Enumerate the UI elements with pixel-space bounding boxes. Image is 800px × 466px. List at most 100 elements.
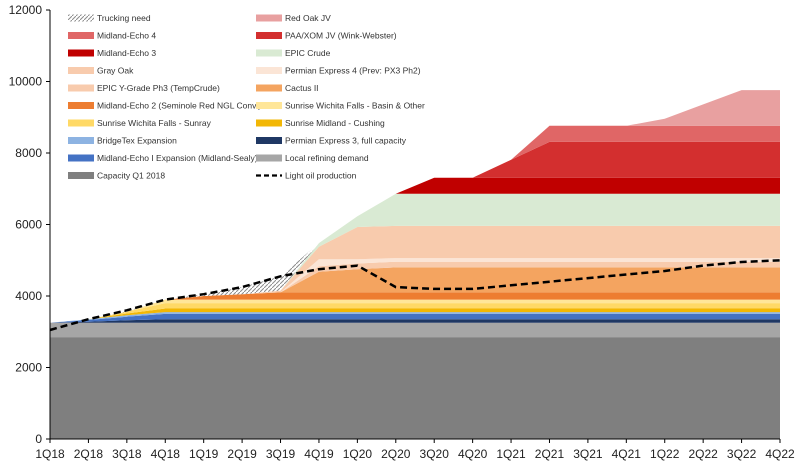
legend-item-permian-express-4-prev-px3-ph2: Permian Express 4 (Prev: PX3 Ph2) bbox=[256, 66, 421, 76]
x-tick-label: 3Q20 bbox=[420, 447, 450, 461]
legend-swatch bbox=[256, 14, 282, 22]
legend-item-sunrise-midland-cushing: Sunrise Midland - Cushing bbox=[256, 118, 385, 128]
y-tick-label: 12000 bbox=[9, 3, 43, 17]
legend-item-midland-echo-i-expansion-midland-sealy: Midland-Echo I Expansion (Midland-Sealy) bbox=[68, 153, 258, 163]
area-sunrise-wichita-falls-basin-other bbox=[50, 299, 780, 323]
legend-label: EPIC Y-Grade Ph3 (TempCrude) bbox=[97, 83, 220, 93]
legend-swatch bbox=[68, 14, 94, 22]
y-tick-label: 10000 bbox=[9, 75, 43, 89]
x-tick-label: 4Q20 bbox=[458, 447, 488, 461]
y-tick-label: 2000 bbox=[15, 361, 42, 375]
legend-item-capacity-q1-2018: Capacity Q1 2018 bbox=[68, 171, 165, 181]
x-tick-label: 2Q22 bbox=[688, 447, 718, 461]
legend-item-sunrise-wichita-falls-basin-other: Sunrise Wichita Falls - Basin & Other bbox=[256, 101, 425, 111]
line-light-oil-production bbox=[49, 259, 781, 332]
legend-swatch bbox=[68, 49, 94, 57]
x-tick-label: 2Q21 bbox=[535, 447, 565, 461]
legend-item-epic-y-grade-ph3-tempcrude: EPIC Y-Grade Ph3 (TempCrude) bbox=[68, 83, 220, 93]
legend-swatch bbox=[256, 102, 282, 109]
legend-swatch bbox=[68, 119, 94, 127]
legend-item-midland-echo-3: Midland-Echo 3 bbox=[68, 48, 156, 58]
legend-swatch bbox=[256, 154, 282, 162]
area-sunrise-midland-cushing bbox=[50, 308, 780, 323]
legend-label: Midland-Echo 2 (Seminole Red NGL Conv.) bbox=[97, 101, 261, 111]
legend-label: Sunrise Midland - Cushing bbox=[285, 118, 385, 128]
legend-item-cactus-ii: Cactus II bbox=[256, 83, 319, 93]
legend-item-trucking-need: Trucking need bbox=[68, 13, 151, 23]
legend-label: Midland-Echo I Expansion (Midland-Sealy) bbox=[97, 153, 258, 163]
x-tick-label: 4Q22 bbox=[765, 447, 795, 461]
x-tick-label: 4Q19 bbox=[304, 447, 334, 461]
legend-item-midland-echo-2-seminole-red-ngl-conv: Midland-Echo 2 (Seminole Red NGL Conv.) bbox=[68, 101, 261, 111]
legend-swatch bbox=[68, 154, 94, 162]
legend-label: Red Oak JV bbox=[285, 13, 331, 23]
legend-label: EPIC Crude bbox=[285, 48, 331, 58]
legend-item-paa-xom-jv-wink-webster: PAA/XOM JV (Wink-Webster) bbox=[256, 31, 397, 41]
x-tick-label: 3Q18 bbox=[112, 447, 142, 461]
x-tick-label: 1Q21 bbox=[496, 447, 526, 461]
y-tick-label: 0 bbox=[35, 432, 42, 446]
x-tick-label: 4Q18 bbox=[151, 447, 181, 461]
area-sunrise-wichita-falls-sunray bbox=[50, 303, 780, 323]
legend-swatch bbox=[256, 49, 282, 57]
x-tick-label: 2Q18 bbox=[74, 447, 104, 461]
legend-swatch bbox=[68, 32, 94, 39]
y-tick-label: 4000 bbox=[15, 289, 42, 303]
legend-swatch bbox=[68, 137, 94, 144]
x-tick-label: 3Q21 bbox=[573, 447, 603, 461]
y-tick-label: 6000 bbox=[15, 218, 42, 232]
legend-item-local-refining-demand: Local refining demand bbox=[256, 153, 369, 163]
legend-item-light-oil-production: Light oil production bbox=[256, 171, 357, 181]
legend-swatch bbox=[256, 84, 282, 92]
area-bridgetex-expansion bbox=[50, 312, 780, 323]
area-cactus-ii bbox=[50, 267, 780, 323]
y-tick-label: 8000 bbox=[15, 146, 42, 160]
legend-label: Gray Oak bbox=[97, 66, 134, 76]
x-tick-label: 2Q20 bbox=[381, 447, 411, 461]
legend-label: Local refining demand bbox=[285, 153, 369, 163]
legend-item-bridgetex-expansion: BridgeTex Expansion bbox=[68, 136, 177, 146]
legend-item-epic-crude: EPIC Crude bbox=[256, 48, 331, 58]
legend-label: Permian Express 3, full capacity bbox=[285, 136, 407, 146]
x-tick-label: 2Q19 bbox=[227, 447, 257, 461]
legend-swatch bbox=[256, 32, 282, 39]
legend-label: Sunrise Wichita Falls - Basin & Other bbox=[285, 101, 425, 111]
x-tick-label: 1Q20 bbox=[343, 447, 373, 461]
x-tick-label: 3Q19 bbox=[266, 447, 296, 461]
legend-item-red-oak-jv: Red Oak JV bbox=[256, 13, 331, 23]
legend-label: PAA/XOM JV (Wink-Webster) bbox=[285, 31, 397, 41]
area-paa-xom-jv-wink-webster bbox=[50, 141, 780, 323]
x-tick-label: 3Q22 bbox=[727, 447, 757, 461]
legend-label: Permian Express 4 (Prev: PX3 Ph2) bbox=[285, 66, 421, 76]
area-midland-echo-3 bbox=[50, 177, 780, 323]
legend-swatch bbox=[68, 102, 94, 109]
x-tick-label: 1Q22 bbox=[650, 447, 680, 461]
area-gray-oak bbox=[50, 225, 780, 323]
legend-label: Trucking need bbox=[97, 13, 151, 23]
legend-item-sunrise-wichita-falls-sunray: Sunrise Wichita Falls - Sunray bbox=[68, 118, 212, 128]
area-midland-echo-i-expansion-midland-sealy bbox=[50, 313, 780, 323]
area-red-oak-jv bbox=[50, 90, 780, 323]
area-midland-echo-2-seminole-red-ngl-conv bbox=[50, 292, 780, 323]
legend-label: Capacity Q1 2018 bbox=[97, 171, 165, 181]
legend-label: Light oil production bbox=[285, 171, 357, 181]
legend-item-midland-echo-4: Midland-Echo 4 bbox=[68, 31, 156, 41]
legend-label: BridgeTex Expansion bbox=[97, 136, 177, 146]
x-tick-label: 1Q18 bbox=[35, 447, 65, 461]
legend-swatch bbox=[256, 119, 282, 127]
legend-label: Midland-Echo 3 bbox=[97, 48, 156, 58]
legend-swatch bbox=[68, 172, 94, 179]
area-local-refining-demand bbox=[50, 322, 780, 338]
legend-label: Midland-Echo 4 bbox=[97, 31, 156, 41]
legend-label: Cactus II bbox=[285, 83, 319, 93]
legend-swatch bbox=[256, 137, 282, 144]
legend-label: Sunrise Wichita Falls - Sunray bbox=[97, 118, 212, 128]
area-permian-express-3-full-capacity bbox=[50, 319, 780, 323]
area-epic-crude bbox=[50, 193, 780, 323]
legend-swatch bbox=[68, 67, 94, 74]
legend-swatch bbox=[68, 84, 94, 92]
x-tick-label: 1Q19 bbox=[189, 447, 219, 461]
x-tick-label: 4Q21 bbox=[612, 447, 642, 461]
legend-swatch bbox=[256, 67, 282, 74]
